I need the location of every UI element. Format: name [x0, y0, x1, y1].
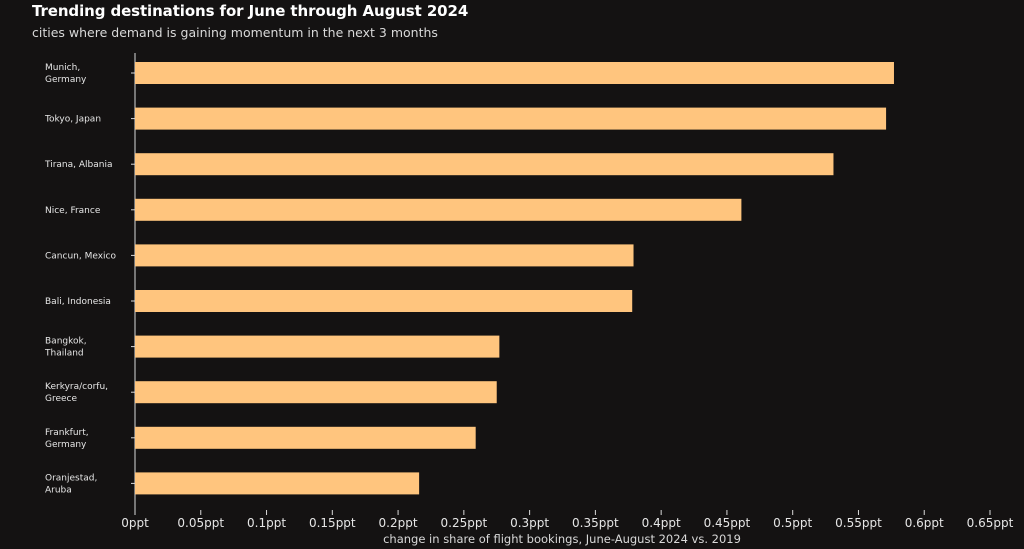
bar	[135, 290, 633, 312]
bar	[135, 244, 634, 267]
x-tick-label: 0ppt	[121, 516, 149, 530]
x-tick-label: 0.05ppt	[177, 516, 224, 530]
bar	[135, 335, 500, 358]
x-tick-label: 0.25ppt	[441, 516, 488, 530]
x-tick-label: 0.2ppt	[379, 516, 418, 530]
bar	[135, 107, 887, 130]
x-tick-label: 0.65ppt	[967, 516, 1014, 530]
bar	[135, 426, 476, 449]
x-tick-label: 0.4ppt	[642, 516, 681, 530]
category-label: Nice, France	[45, 206, 101, 216]
category-label: Kerkyra/corfu, Greece	[45, 382, 108, 404]
x-tick-label: 0.3ppt	[510, 516, 549, 530]
bar	[135, 472, 420, 495]
category-label: Frankfurt, Germany	[45, 428, 89, 450]
x-tick-label: 0.45ppt	[704, 516, 751, 530]
x-tick-label: 0.15ppt	[309, 516, 356, 530]
chart-subtitle: cities where demand is gaining momentum …	[32, 25, 438, 40]
bar	[135, 198, 742, 221]
x-tick-label: 0.6ppt	[905, 516, 944, 530]
x-axis-title: change in share of flight bookings, June…	[383, 532, 741, 546]
x-tick-label: 0.1ppt	[247, 516, 286, 530]
category-label: Cancun, Mexico	[45, 251, 117, 261]
bar	[135, 62, 894, 84]
category-label: Munich, Germany	[45, 63, 87, 85]
x-tick-label: 0.55ppt	[835, 516, 882, 530]
category-label: Tirana, Albania	[44, 160, 112, 170]
bar	[135, 153, 834, 176]
chart-title: Trending destinations for June through A…	[32, 2, 469, 20]
category-label: Oranjestad, Aruba	[45, 473, 97, 495]
bar	[135, 381, 497, 404]
category-label: Bali, Indonesia	[45, 297, 111, 307]
category-label: Bangkok, Thailand	[44, 337, 87, 359]
x-tick-label: 0.35ppt	[572, 516, 619, 530]
category-label: Tokyo, Japan	[44, 115, 101, 125]
x-tick-label: 0.5ppt	[773, 516, 812, 530]
